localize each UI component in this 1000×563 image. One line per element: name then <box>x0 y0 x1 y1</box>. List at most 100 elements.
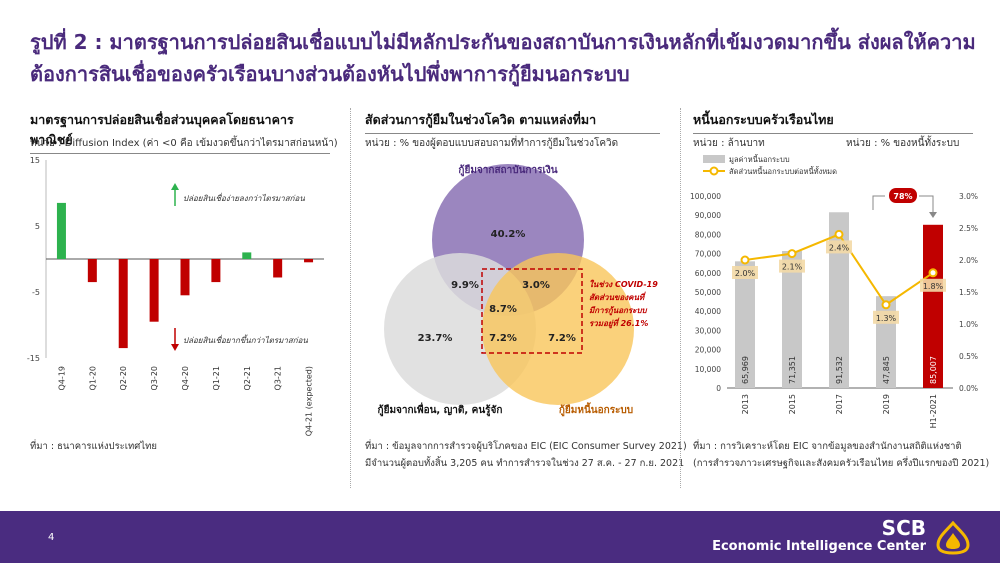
ratio-label: 2.4% <box>829 243 850 252</box>
y-tick-label: 100,000 <box>690 192 721 201</box>
annotation-up: ปล่อยสินเชื่อง่ายลงกว่าไตรมาสก่อน <box>183 192 305 203</box>
value-friends-informal: 7.2% <box>489 333 517 344</box>
bar <box>56 202 66 259</box>
y-tick-label: 5 <box>35 222 40 231</box>
legend-line-marker <box>709 166 719 176</box>
y-tick-label: 15 <box>30 156 40 165</box>
y-tick-label: 50,000 <box>695 288 721 297</box>
badge-connector <box>872 195 885 210</box>
left-panel-title: มาตรฐานการปล่อยสินเชื่อส่วนบุคคลโดยธนาคา… <box>30 110 330 154</box>
divider <box>680 108 681 488</box>
informal-highlight-box <box>481 268 583 354</box>
y2-tick-label: 0.0% <box>959 384 978 393</box>
scb-logo-icon <box>936 521 970 555</box>
venn-diagram: กู้ยืมจากสถาบันการเงิน กู้ยืมจากเพื่อน, … <box>378 164 658 417</box>
bar <box>735 261 755 388</box>
growth-badge <box>889 188 917 203</box>
label-financial: กู้ยืมจากสถาบันการเงิน <box>458 164 557 177</box>
covid-callout: ในช่วง COVID-19 สัดส่วนของคนที่ มีการกู้… <box>589 279 658 329</box>
bar <box>180 259 190 296</box>
bar <box>242 252 252 259</box>
middle-panel-source: ที่มา : ข้อมูลจากการสำรวจผู้บริโภคของ EI… <box>365 438 687 472</box>
ratio-point <box>787 249 797 259</box>
value-fin-informal: 3.0% <box>522 280 550 291</box>
y2-tick-label: 3.0% <box>959 192 978 201</box>
left-panel-source: ที่มา : ธนาคารแห่งประเทศไทย <box>30 441 157 452</box>
middle-panel-unit: หน่วย : % ของผู้ตอบแบบสอบถามที่ทำการกู้ย… <box>365 138 619 149</box>
bar-value-label: 65,969 <box>741 356 750 384</box>
x-tick-label: Q3-21 <box>274 366 283 390</box>
x-tick-label: 2013 <box>741 394 750 414</box>
badge-arrow-head-icon <box>929 212 937 218</box>
footer-bar: 4 SCB Economic Intelligence Center <box>0 511 1000 563</box>
x-tick-label: 2017 <box>835 394 844 414</box>
right-panel-source: ที่มา : การวิเคราะห์โดย EIC จากข้อมูลของ… <box>693 438 989 472</box>
x-tick-label: Q4-19 <box>57 366 66 390</box>
annotation-down: ปล่อยสินเชื่อยากขึ้นกว่าไตรมาสก่อน <box>183 334 308 345</box>
value-informal-only: 7.2% <box>548 333 576 344</box>
growth-badge-label: 78% <box>893 192 912 201</box>
x-tick-label: Q1-21 <box>212 366 221 390</box>
legend-line-label: สัดส่วนหนี้นอกระบบต่อหนี้ทั้งหมด <box>729 166 837 176</box>
x-tick-label: Q1-20 <box>88 366 97 390</box>
y-tick-label: 20,000 <box>695 346 721 355</box>
ratio-point <box>881 300 891 310</box>
right-panel-title: หนี้นอกระบบครัวเรือนไทย <box>693 110 973 134</box>
ratio-point <box>740 255 750 265</box>
badge-arrow-icon <box>919 195 934 214</box>
ratio-label-box <box>826 240 852 254</box>
y2-tick-label: 2.0% <box>959 256 978 265</box>
bar <box>87 259 97 283</box>
right-panel-unit-left: หน่วย : ล้านบาท <box>693 138 765 149</box>
x-tick-label: H1-2021 <box>929 394 938 428</box>
middle-source-line: ที่มา : ข้อมูลจากการสำรวจผู้บริโภคของ EI… <box>365 441 687 452</box>
bar-value-label: 85,007 <box>929 356 938 384</box>
divider <box>350 108 351 488</box>
y2-tick-label: 0.5% <box>959 352 978 361</box>
label-friends: กู้ยืมจากเพื่อน, ญาติ, คนรู้จัก <box>378 402 503 417</box>
callout-line: มีการกู้นอกระบบ <box>589 306 648 316</box>
value-friends-only: 23.7% <box>418 333 453 344</box>
left-panel-unit: หน่วย : Diffusion Index (ค่า <0 คือ เข้ม… <box>30 138 338 149</box>
bar <box>118 259 128 349</box>
ratio-point <box>834 229 844 239</box>
ratio-label: 2.0% <box>735 269 756 278</box>
y-tick-label: -5 <box>32 288 40 297</box>
x-tick-label: Q2-21 <box>243 366 252 390</box>
value-all-three: 8.7% <box>489 304 517 315</box>
bar <box>782 251 802 388</box>
brand-text: SCB Economic Intelligence Center <box>712 517 926 555</box>
ratio-label-box <box>873 310 899 324</box>
legend-bar-swatch <box>703 155 725 163</box>
page-number: 4 <box>48 532 55 543</box>
down-arrow-head-icon <box>171 344 179 351</box>
y-tick-label: 80,000 <box>695 230 721 239</box>
y-tick-label: 60,000 <box>695 269 721 278</box>
bar <box>149 259 159 322</box>
callout-line: รวมอยู่ที่ 26.1% <box>589 317 648 329</box>
ratio-label-box <box>920 278 946 292</box>
page-title: รูปที่ 2 : มาตรฐานการปล่อยสินเชื่อแบบไม่… <box>30 30 976 86</box>
bar-value-label: 71,351 <box>788 356 797 384</box>
value-financial-only: 40.2% <box>491 229 526 240</box>
ratio-label: 1.3% <box>876 314 897 323</box>
bar <box>211 259 221 283</box>
informal-debt-chart: มูลค่าหนี้นอกระบบสัดส่วนหนี้นอกระบบต่อหน… <box>690 154 978 428</box>
y2-tick-label: 2.5% <box>959 224 978 233</box>
bar-value-label: 47,845 <box>882 356 891 384</box>
y-tick-label: -15 <box>27 354 40 363</box>
y-tick-label: 0 <box>716 384 721 393</box>
y-tick-label: 30,000 <box>695 326 721 335</box>
diffusion-index-chart: 15 5 -5 -15 Q4-19 Q1-20 Q2-20 Q3-20 Q4-20 Q1-21 Q2… <box>27 156 324 436</box>
y-tick-label: 90,000 <box>695 211 721 220</box>
y2-tick-label: 1.0% <box>959 320 978 329</box>
legend-bar-label: มูลค่าหนี้นอกระบบ <box>729 154 790 164</box>
bar-value-label: 91,532 <box>835 356 844 384</box>
y-tick-label: 10,000 <box>695 365 721 374</box>
brand-subtitle: Economic Intelligence Center <box>712 539 926 554</box>
bar <box>273 259 283 278</box>
ratio-label: 2.1% <box>782 263 803 272</box>
x-tick-label: 2015 <box>788 394 797 414</box>
right-source-line: ที่มา : การวิเคราะห์โดย EIC จากข้อมูลของ… <box>693 441 962 452</box>
bar <box>304 259 314 263</box>
